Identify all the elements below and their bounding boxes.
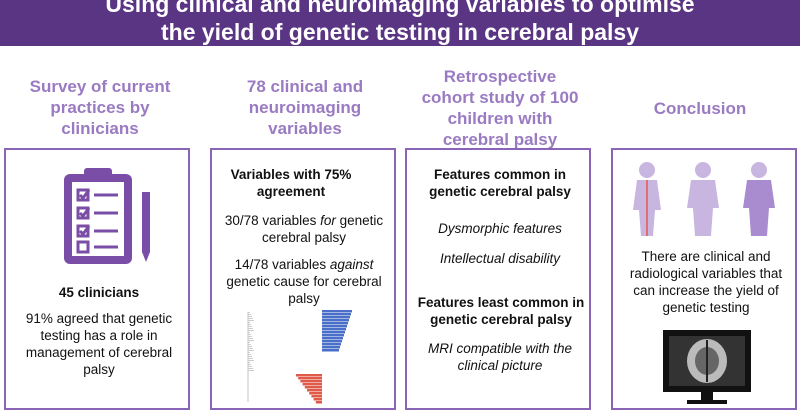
conclusion: There are clinical and radiological vari… [629, 249, 783, 315]
text: 30/78 variables [224, 213, 321, 228]
mini-bar [248, 332, 250, 333]
finding: 91% agreed that genetic testing has a ro… [25, 311, 173, 377]
mini-bar [248, 318, 253, 319]
mini-bar [248, 322, 250, 323]
title-banner: Using clinical and neuroimaging variable… [0, 0, 800, 46]
mini-bar [248, 366, 252, 367]
count: 45 clinicians [58, 285, 140, 300]
mini-bar [307, 389, 322, 392]
mini-bar [315, 401, 322, 404]
mini-bar [248, 330, 254, 331]
panel: Variables with 75% agreement 30/78 varia… [210, 148, 396, 410]
feature: Intellectual disability [439, 251, 561, 266]
mini-bar [304, 386, 322, 389]
subheading: Variables with 75% agreement [230, 167, 352, 199]
column-heading: 78 clinical and neuroimaging variables [246, 77, 364, 138]
panel: There are clinical and radiological vari… [611, 148, 797, 410]
mini-bar [311, 395, 322, 398]
mini-bar [248, 312, 250, 313]
mini-bar [248, 358, 253, 359]
mini-bar [248, 350, 254, 351]
mini-bar [322, 316, 350, 319]
mini-bar [248, 356, 252, 357]
mini-bar [248, 336, 252, 337]
mini-bar [322, 337, 343, 340]
mini-bar [322, 340, 342, 343]
mini-bar [248, 352, 250, 353]
title-line: the yield of genetic testing in cerebral… [160, 19, 640, 45]
item: 30/78 variables for genetic cerebral pal… [222, 212, 386, 246]
mini-bar [322, 328, 346, 331]
mini-bar [248, 370, 254, 371]
emphasis: against [329, 257, 374, 272]
mini-bar [248, 340, 254, 341]
mini-bar [248, 348, 253, 349]
mini-bar [322, 322, 348, 325]
mini-bar [248, 316, 252, 317]
mini-bar [302, 383, 322, 386]
figures-icon [633, 162, 775, 236]
mini-bar [248, 334, 251, 335]
mini-bar [248, 342, 250, 343]
mini-bar [322, 343, 341, 346]
mini-bar [322, 346, 340, 349]
feature: MRI compatible with the clinical picture [427, 341, 573, 373]
mini-bar [248, 320, 254, 321]
text: genetic cerebral palsy [261, 213, 384, 245]
mini-bar [248, 328, 253, 329]
mini-bar [248, 344, 251, 345]
mini-bar [248, 354, 251, 355]
mini-bar [322, 331, 345, 334]
column-heading: Survey of current practices by clinician… [29, 77, 171, 138]
emphasis: for [320, 213, 336, 228]
mini-bar [313, 398, 322, 401]
mini-bar [248, 368, 253, 369]
title-line: Using clinical and neuroimaging variable… [105, 0, 695, 17]
mini-bar [322, 325, 347, 328]
panel: Features common in genetic cerebral pals… [405, 148, 591, 410]
mini-bar [298, 377, 322, 380]
mini-bar [248, 326, 252, 327]
column-heading: Retrospective cohort study of 100 childr… [421, 67, 579, 149]
mini-bar [322, 313, 351, 316]
mini-bar [248, 338, 253, 339]
group-label: Features least common in genetic cerebra… [417, 295, 585, 327]
mini-bar [322, 349, 339, 352]
panel: 45 clinicians 91% agreed that genetic te… [4, 148, 190, 410]
mini-chart [247, 310, 352, 404]
mini-bar [300, 380, 322, 383]
mini-bar [296, 374, 322, 377]
mini-bar [322, 334, 344, 337]
column-heading: Conclusion [653, 99, 747, 118]
mri-monitor-icon [663, 330, 751, 404]
mini-bar [322, 310, 352, 313]
clipboard-icon [64, 168, 150, 264]
feature: Dysmorphic features [438, 221, 562, 236]
mini-bar [248, 346, 252, 347]
item: 14/78 variables against genetic cause fo… [226, 256, 382, 307]
mini-bar [248, 314, 251, 315]
mini-bar [248, 362, 250, 363]
mini-bar [248, 360, 254, 361]
mini-bar [248, 324, 251, 325]
group-label: Features common in genetic cerebral pals… [429, 167, 571, 199]
text: 14/78 variables [234, 257, 330, 272]
mini-bar [248, 364, 251, 365]
mini-bar [309, 392, 322, 395]
text: genetic cause for cerebral palsy [226, 274, 382, 306]
mini-bar [322, 319, 349, 322]
